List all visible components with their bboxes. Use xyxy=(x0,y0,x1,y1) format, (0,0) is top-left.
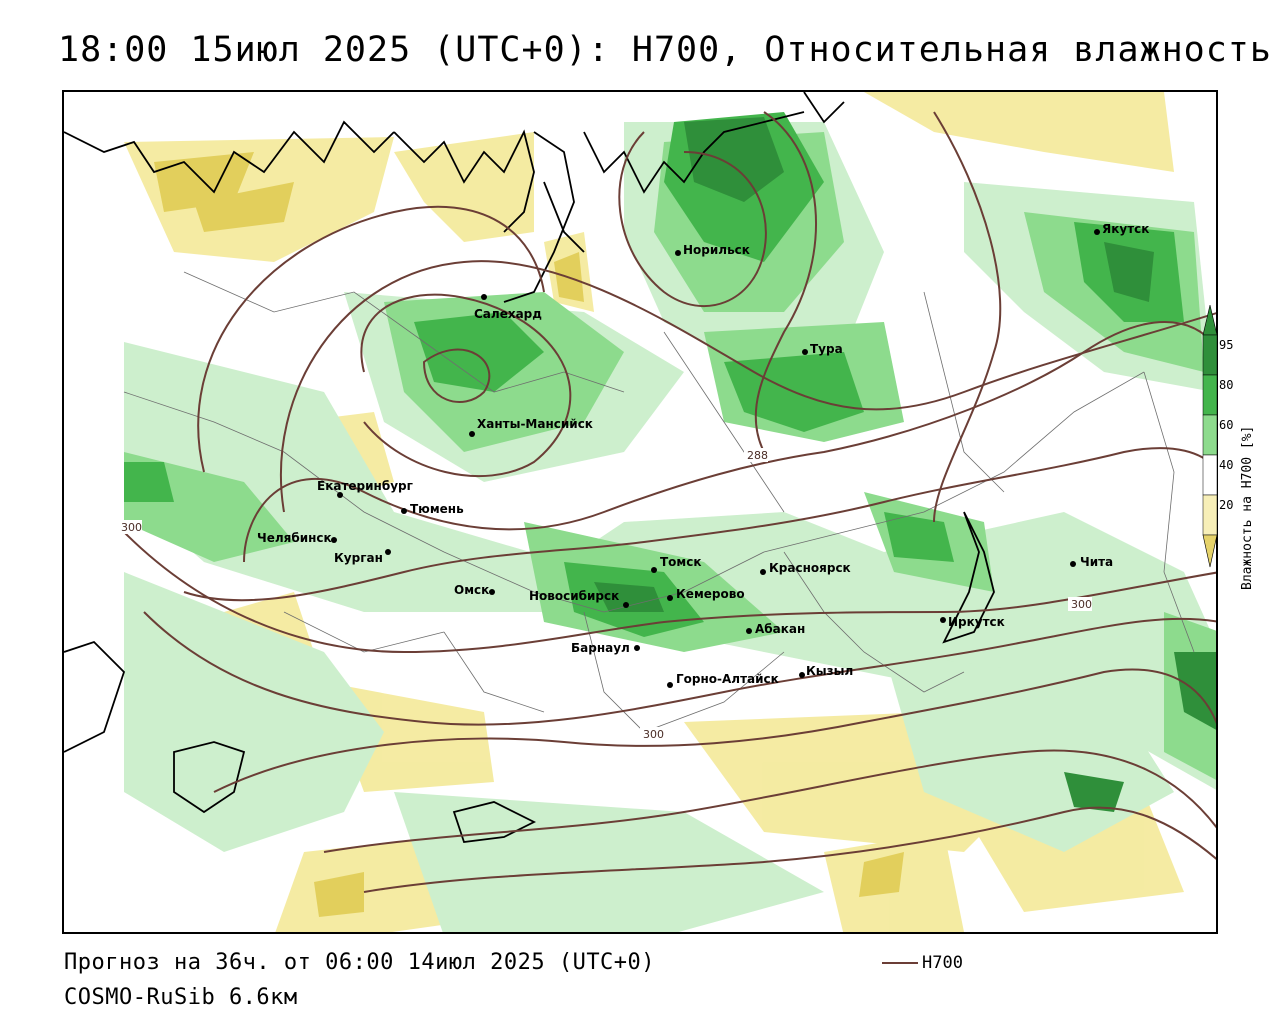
city-gorno-altaysk: Горно-Алтайск xyxy=(667,672,779,688)
colorbar-band-50 xyxy=(1202,454,1218,496)
colorbar-band-95 xyxy=(1202,334,1218,376)
contour-1 xyxy=(360,293,572,478)
colorbar-band-40 xyxy=(1202,494,1218,536)
map-title: 18:00 15июл 2025 (UTC+0): H700, Относите… xyxy=(58,30,1272,70)
region-borders xyxy=(123,271,1195,733)
city-norilsk: Норильск xyxy=(675,243,750,257)
city-barnaul: Барнаул xyxy=(571,641,640,655)
coastlines xyxy=(64,92,995,843)
h700-contours xyxy=(123,111,1216,893)
city-ekaterinburg: Екатеринбург xyxy=(317,479,413,498)
contour-4 xyxy=(183,447,1216,602)
contour-labels: 288 300 300 300 xyxy=(118,448,1092,741)
city-abakan: Абакан xyxy=(746,622,805,636)
city-chelyabinsk: Челябинск xyxy=(257,531,337,545)
contour-label-300-east: 300 xyxy=(1071,598,1092,611)
contour-5 xyxy=(123,531,1216,654)
city-salekhard: Салехард xyxy=(474,294,542,321)
contour-3 xyxy=(243,321,1216,563)
contour-label-288: 288 xyxy=(747,449,768,462)
svg-text:Абакан: Абакан xyxy=(755,622,805,636)
contour-2 xyxy=(279,260,1216,513)
city-kyzyl: Кызыл xyxy=(799,664,853,678)
contour-7 xyxy=(213,668,1216,793)
city-khanty-mansiysk: Ханты-Мансийск xyxy=(469,417,593,437)
svg-text:Кемерово: Кемерово xyxy=(676,587,745,601)
city-kemerovo: Кемерово xyxy=(667,587,745,601)
svg-text:Ханты-Мансийск: Ханты-Мансийск xyxy=(477,417,593,431)
contour-label-300-west: 300 xyxy=(121,521,142,534)
contour-trough xyxy=(197,205,545,473)
colorbar-tick-95: 95 xyxy=(1219,338,1233,352)
svg-text:Екатеринбург: Екатеринбург xyxy=(317,479,413,493)
colorbar-tick-60: 60 xyxy=(1219,418,1233,432)
city-tyumen: Тюмень xyxy=(401,502,464,516)
svg-text:Норильск: Норильск xyxy=(683,243,750,257)
svg-text:Красноярск: Красноярск xyxy=(769,561,851,575)
contour-10 xyxy=(618,131,767,308)
very-dry-areas xyxy=(154,152,904,917)
svg-text:Горно-Алтайск: Горно-Алтайск xyxy=(676,672,779,686)
map-canvas: 288 300 300 300 Норильск Якутск Салехард… xyxy=(64,92,1216,932)
model-name: COSMO-RuSib 6.6км xyxy=(64,985,298,1010)
colorbar-band-80 xyxy=(1202,374,1218,416)
svg-text:Иркутск: Иркутск xyxy=(948,615,1005,629)
colorbar-title: Влажность на H700 [%] xyxy=(1240,425,1255,590)
contour-12 xyxy=(933,111,1002,523)
svg-text:Новосибирск: Новосибирск xyxy=(529,589,619,603)
contour-11 xyxy=(754,111,817,453)
forecast-info: Прогноз на 36ч. от 06:00 14июл 2025 (UTC… xyxy=(64,950,656,975)
colorbar-tick-20: 20 xyxy=(1219,498,1233,512)
svg-text:Кызыл: Кызыл xyxy=(806,664,853,678)
contour-legend-label: H700 xyxy=(922,953,963,973)
contour-6 xyxy=(143,611,1216,726)
svg-text:Тюмень: Тюмень xyxy=(410,502,464,516)
contour-label-300-south: 300 xyxy=(643,728,664,741)
humidity-map: 288 300 300 300 Норильск Якутск Салехард… xyxy=(62,90,1218,934)
contour-low-ring xyxy=(422,348,491,403)
svg-text:Курган: Курган xyxy=(334,551,383,565)
city-irkutsk: Иркутск xyxy=(940,615,1005,629)
svg-text:Челябинск: Челябинск xyxy=(257,531,332,545)
svg-text:Чита: Чита xyxy=(1080,555,1113,569)
colorbar-top-arrow xyxy=(1202,304,1218,336)
colorbar-tick-40: 40 xyxy=(1219,458,1233,472)
svg-text:Томск: Томск xyxy=(660,555,702,569)
colorbar-bottom-arrow xyxy=(1202,534,1218,568)
city-tura: Тура xyxy=(802,342,843,356)
svg-text:Барнаул: Барнаул xyxy=(571,641,630,655)
svg-text:Салехард: Салехард xyxy=(474,307,542,321)
city-novosibirsk: Новосибирск xyxy=(529,589,629,608)
city-kurgan: Курган xyxy=(334,549,391,565)
svg-text:Омск: Омск xyxy=(454,583,489,597)
svg-text:Якутск: Якутск xyxy=(1102,222,1149,236)
contour-legend-line xyxy=(882,962,918,964)
city-yakutsk: Якутск xyxy=(1094,222,1149,236)
humidity-colorbar: 95 80 60 40 20 xyxy=(1200,304,1270,595)
city-omsk: Омск xyxy=(454,583,495,597)
svg-text:Тура: Тура xyxy=(810,342,843,356)
cities: Норильск Якутск Салехард Тура Ханты-Манс… xyxy=(257,222,1149,688)
contour-9 xyxy=(363,806,1216,893)
contour-legend: H700 xyxy=(882,953,963,973)
city-tomsk: Томск xyxy=(651,555,702,573)
contour-8 xyxy=(323,749,1216,853)
city-krasnoyarsk: Красноярск xyxy=(760,561,851,575)
city-chita: Чита xyxy=(1070,555,1113,569)
colorbar-band-60 xyxy=(1202,414,1218,456)
colorbar-tick-80: 80 xyxy=(1219,378,1233,392)
